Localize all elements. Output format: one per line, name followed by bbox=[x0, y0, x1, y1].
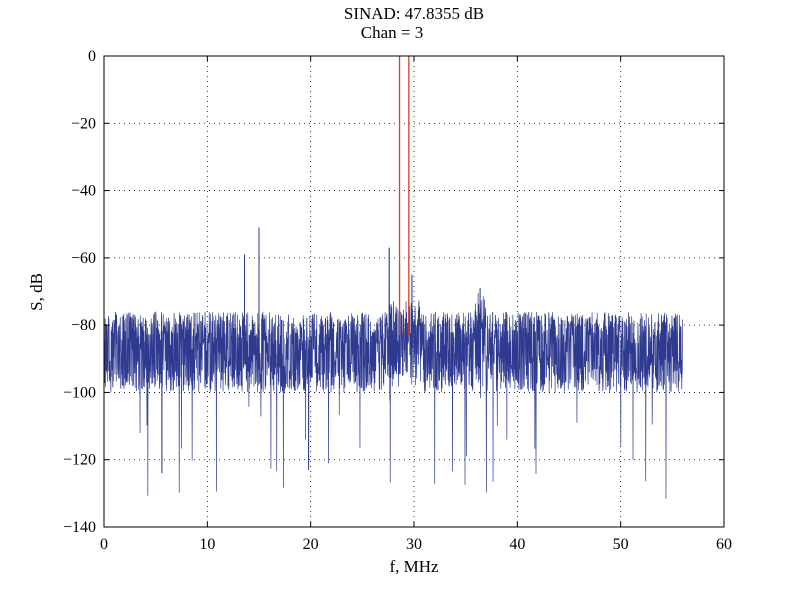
x-tick-label: 0 bbox=[100, 536, 108, 553]
y-tick-label: −140 bbox=[63, 519, 96, 536]
y-tick-label: −20 bbox=[71, 115, 96, 132]
plot-traces bbox=[103, 56, 684, 499]
y-tick-label: −60 bbox=[71, 250, 96, 267]
grid-lines bbox=[104, 56, 724, 527]
x-tick-label: 60 bbox=[716, 536, 732, 553]
x-axis-label: f, MHz bbox=[389, 557, 439, 576]
y-tick-label: 0 bbox=[88, 48, 96, 65]
y-axis-label: S, dB bbox=[27, 273, 46, 311]
chart-title: SINAD: 47.8355 dB bbox=[344, 4, 484, 23]
y-tick-label: −120 bbox=[63, 452, 96, 469]
y-tick-label: −80 bbox=[71, 317, 96, 334]
x-tick-label: 10 bbox=[199, 536, 215, 553]
x-tick-label: 20 bbox=[303, 536, 319, 553]
y-tick-label: −100 bbox=[63, 384, 96, 401]
x-tick-label: 30 bbox=[406, 536, 422, 553]
y-tick-label: −40 bbox=[71, 183, 96, 200]
x-tick-label: 40 bbox=[509, 536, 525, 553]
chart-subtitle: Chan = 3 bbox=[361, 23, 423, 42]
x-tick-label: 50 bbox=[613, 536, 629, 553]
noise-floor-trace bbox=[103, 227, 684, 499]
axis-ticks: 0 10 20 30 40 50 60 0 −20 −40 −60 −80 −100 −120 −140 bbox=[63, 48, 732, 553]
